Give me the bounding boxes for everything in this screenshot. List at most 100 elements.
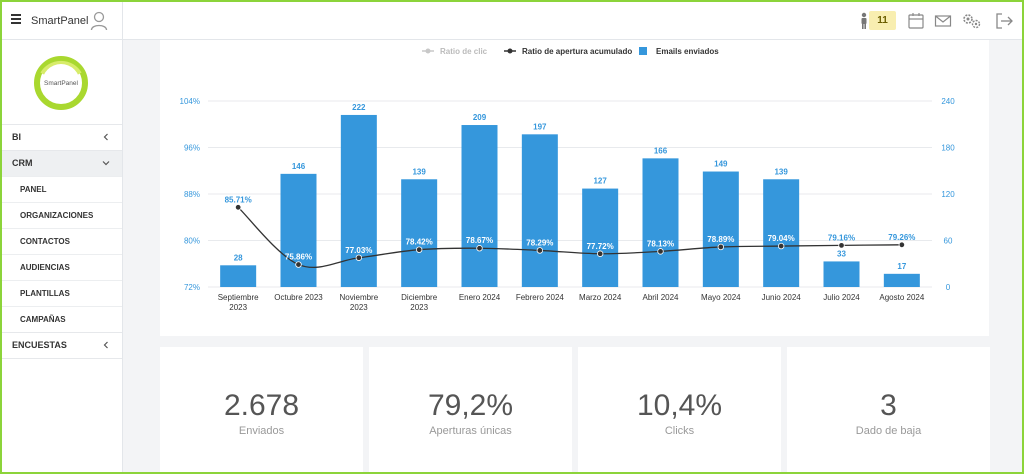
bar (883, 273, 920, 287)
sidebar-item-label: ENCUESTAS (12, 340, 67, 350)
line-data-label: 85.71% (225, 195, 252, 204)
bar-data-label: 127 (593, 177, 607, 186)
sidebar-subitem-plantillas[interactable]: PLANTILLAS (2, 280, 122, 306)
line-data-label: 78.67% (466, 236, 493, 245)
bar (340, 114, 377, 287)
line-data-label: 77.03% (345, 246, 372, 255)
sidebar-menu: BI CRM PANEL ORGANIZACIONES CONTACTOS AU… (2, 124, 122, 359)
sidebar-item-crm[interactable]: CRM (2, 150, 122, 176)
sidebar-divider (122, 2, 123, 472)
line-data-label: 78.42% (406, 238, 433, 247)
bar-data-label: 33 (837, 249, 846, 258)
stat-card-enviados: 2.678 Enviados (160, 347, 363, 472)
sidebar-item-label: CRM (12, 158, 33, 168)
stat-value: 10,4% (636, 389, 723, 422)
series-line (237, 206, 902, 269)
line-point (415, 246, 423, 253)
sidebar-subitem-campanas[interactable]: CAMPAÑAS (2, 306, 122, 332)
bar (582, 188, 619, 287)
line-point (838, 242, 845, 249)
bar-data-label: 17 (897, 262, 906, 271)
bar (702, 171, 739, 287)
bar (280, 173, 317, 287)
line-data-label: 78.29% (526, 238, 553, 247)
bar-data-label: 166 (654, 146, 668, 155)
x-axis-tick-label: Diciembre (401, 293, 438, 302)
stat-label: Dado de baja (855, 425, 922, 437)
right-axis-tick-label: 120 (941, 190, 955, 199)
sidebar-subitem-panel[interactable]: PANEL (2, 176, 122, 202)
x-axis-tick-label: Junio 2024 (762, 293, 802, 302)
legend-label: Ratio de clic (440, 47, 488, 56)
line-point (898, 241, 906, 249)
top-bar: SmartPanel 11 (2, 2, 1022, 40)
bar-data-label: 139 (412, 167, 426, 176)
sidebar-item-bi[interactable]: BI (2, 124, 122, 150)
x-axis-tick-label: Febrero 2024 (516, 293, 565, 302)
sidebar-subitem-audiencias[interactable]: AUDIENCIAS (2, 254, 122, 280)
sidebar-subitem-organizaciones[interactable]: ORGANIZACIONES (2, 202, 122, 228)
chevron-left-icon (103, 133, 108, 141)
bar-data-label: 28 (234, 253, 243, 262)
stat-card-aperturas: 79,2% Aperturas únicas (369, 347, 572, 472)
bar (763, 179, 800, 287)
right-axis-tick-label: 180 (941, 144, 955, 153)
logo-text: SmartPanel (44, 80, 79, 87)
legend-dot-marker (507, 48, 513, 54)
stat-value: 3 (880, 389, 897, 422)
bar-data-label: 197 (533, 122, 547, 131)
legend-dot-marker (425, 48, 431, 54)
stat-value: 79,2% (427, 389, 514, 422)
bar-data-label: 146 (292, 162, 306, 171)
user-icon[interactable] (90, 11, 108, 31)
line-point (476, 245, 483, 252)
sidebar-subitem-contactos[interactable]: CONTACTOS (2, 228, 122, 254)
x-axis-tick-label: Octubre 2023 (274, 293, 323, 302)
line-point (717, 243, 725, 251)
bar (521, 134, 558, 287)
x-axis-tick-label: Septiembre (218, 293, 259, 302)
line-data-label: 75.86% (285, 253, 312, 262)
legend-bar-marker (639, 47, 647, 55)
stat-card-clicks: 10,4% Clicks (578, 347, 781, 472)
mail-icon[interactable] (934, 12, 952, 30)
x-axis-tick-label: Marzo 2024 (579, 293, 622, 302)
line-point (295, 261, 302, 268)
x-axis-tick-label: 2023 (350, 303, 368, 312)
left-axis-tick-label: 96% (184, 144, 200, 153)
chart-card: Ratio de clic Ratio de apertura acumulado… (160, 40, 989, 336)
person-icon[interactable] (855, 12, 873, 30)
sidebar-item-encuestas[interactable]: ENCUESTAS (2, 332, 122, 358)
sidebar: SmartPanel BI CRM PANEL ORGANIZACIONES C… (2, 40, 122, 472)
bar (823, 261, 860, 287)
x-axis-tick-label: Agosto 2024 (879, 293, 924, 302)
gears-icon[interactable] (961, 12, 983, 30)
line-point (355, 254, 363, 261)
hamburger-icon[interactable] (11, 14, 21, 24)
calendar-icon[interactable] (907, 12, 925, 30)
right-axis-tick-label: 240 (941, 97, 955, 106)
left-axis-tick-label: 72% (184, 283, 200, 292)
stat-label: Enviados (238, 425, 285, 437)
line-point (777, 242, 785, 250)
bar (461, 125, 498, 288)
x-axis-tick-label: Mayo 2024 (701, 293, 741, 302)
notification-badge[interactable]: 11 (869, 11, 896, 30)
right-axis-tick-label: 0 (946, 283, 951, 292)
chevron-left-icon (103, 341, 108, 349)
line-point (596, 250, 604, 257)
right-axis-tick-label: 60 (944, 237, 953, 246)
line-point (657, 248, 664, 255)
logout-icon[interactable] (994, 12, 1014, 30)
stat-card-bajas: 3 Dado de baja (787, 347, 990, 472)
bar-data-label: 209 (473, 113, 487, 122)
bar (220, 265, 257, 287)
combo-chart: Ratio de clic Ratio de apertura acumulado… (180, 47, 955, 312)
x-axis-tick-label: Enero 2024 (459, 293, 501, 302)
bar (401, 179, 438, 287)
chevron-down-icon (102, 161, 110, 166)
line-data-label: 79.16% (828, 233, 855, 242)
line-data-label: 78.13% (647, 239, 674, 248)
line-point (234, 204, 242, 211)
